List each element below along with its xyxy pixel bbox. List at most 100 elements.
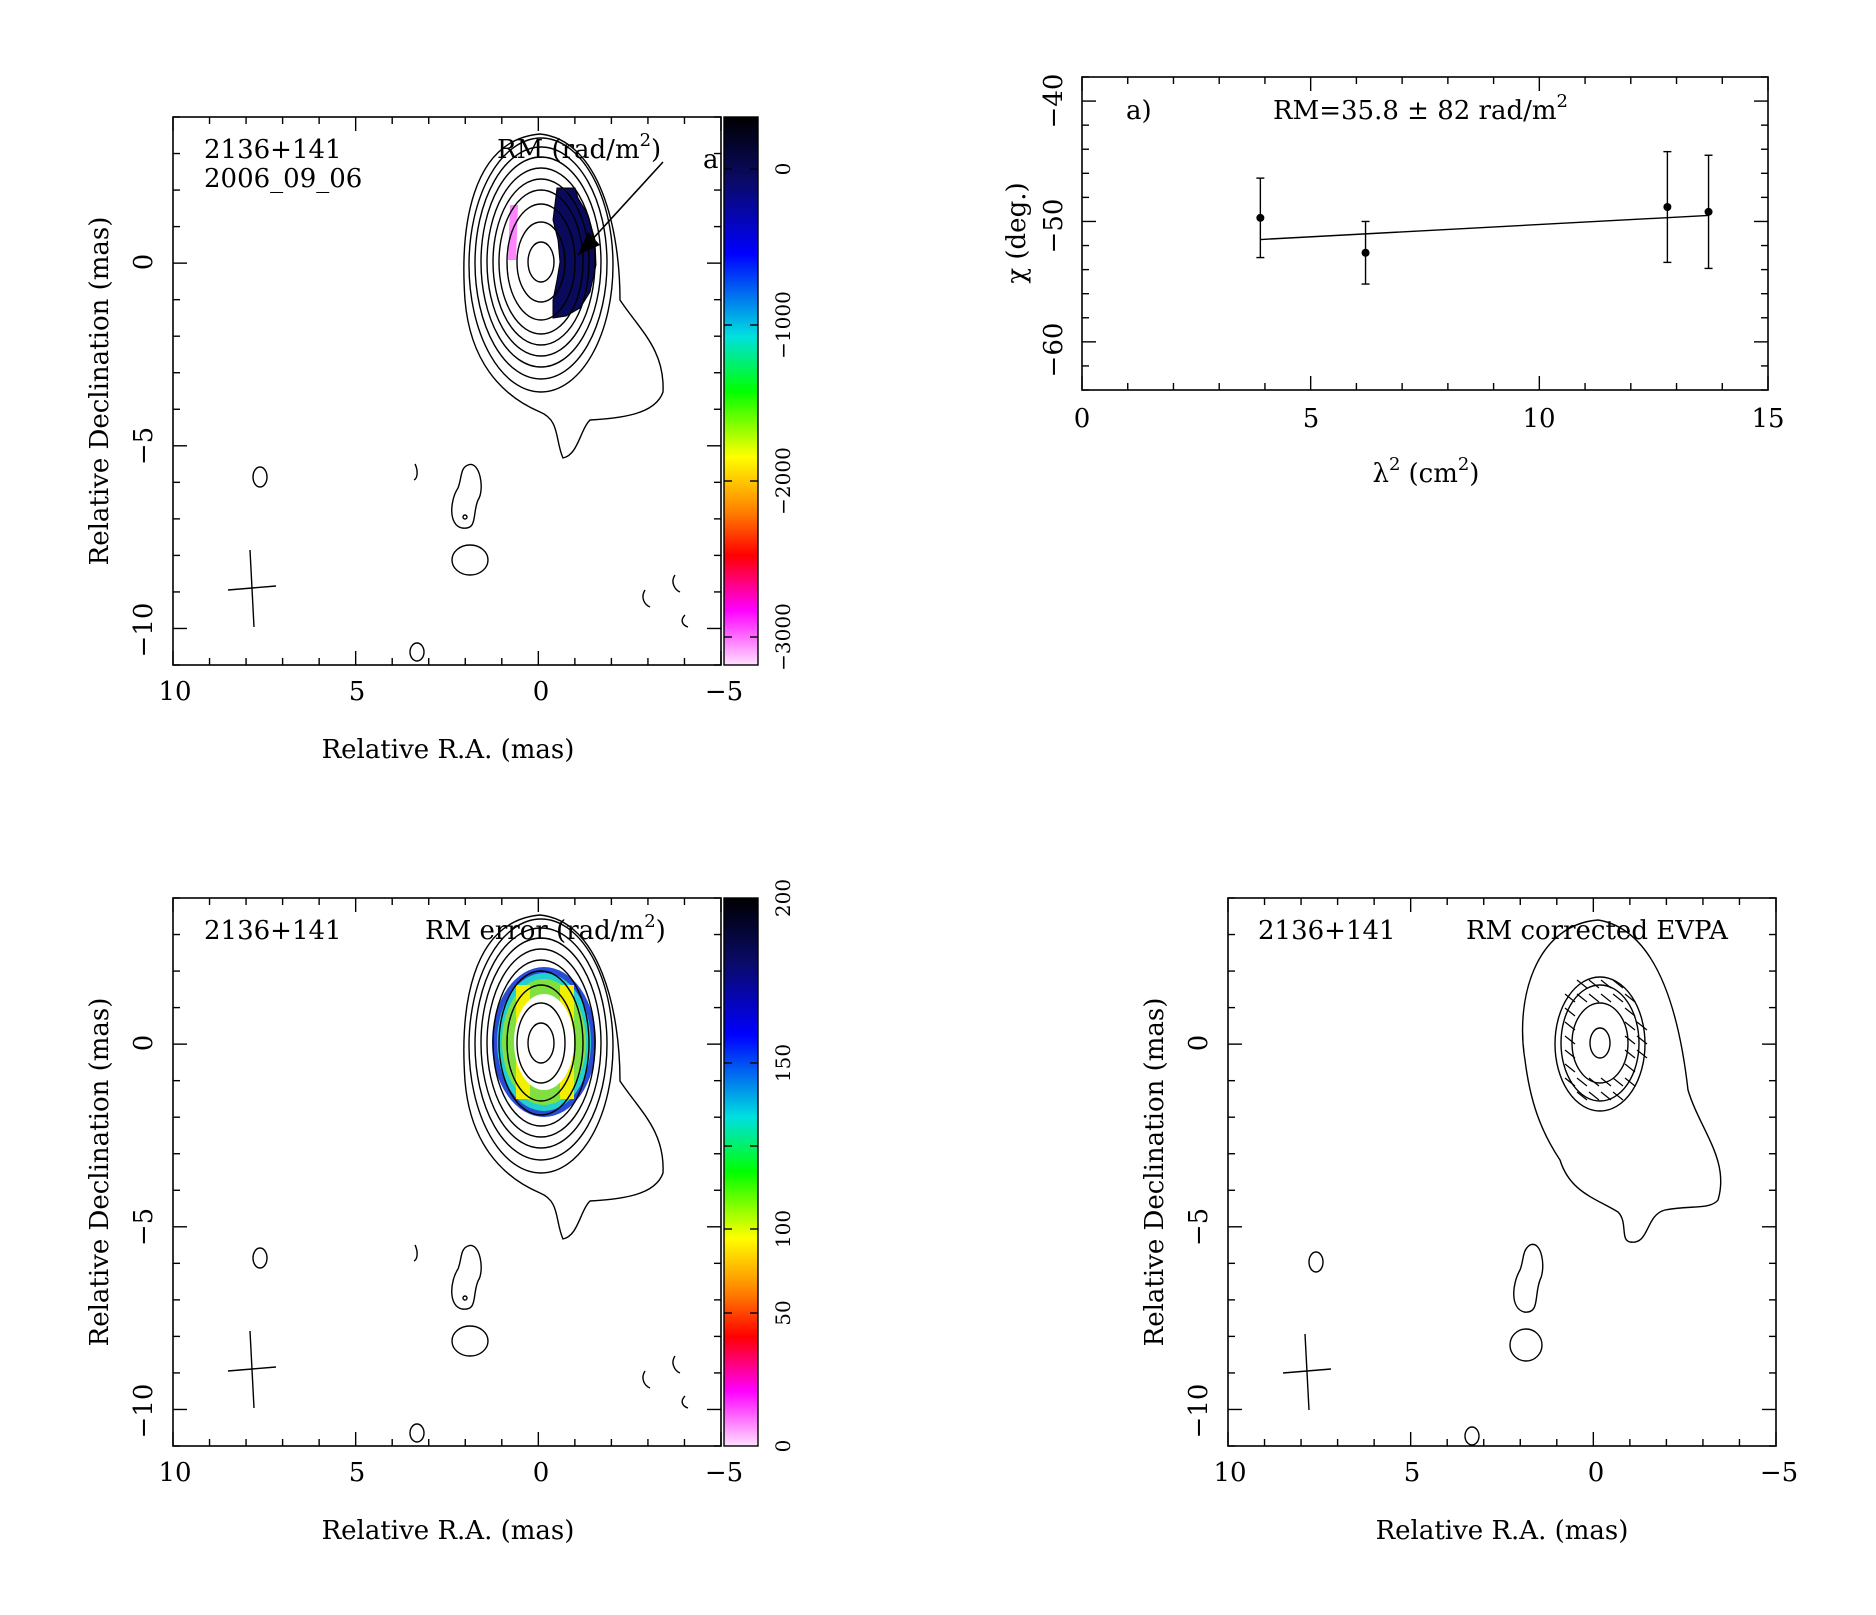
- evpa-vector: [1576, 1077, 1588, 1087]
- evpa-vector: [1600, 993, 1612, 1003]
- evpa-source: 2136+141: [1258, 916, 1396, 946]
- rm-error-beam: [227, 1330, 277, 1409]
- evpa-vector: [1564, 1007, 1576, 1017]
- evpa-vector: [1588, 1091, 1600, 1101]
- rm-fit-xlabel-text: λ: [1373, 459, 1389, 489]
- rm-map-x-tick-label: −5: [705, 677, 743, 707]
- evpa-vector: [1612, 993, 1624, 1003]
- rm-error-x-tick-label: −5: [705, 1458, 743, 1488]
- rm-fit-line: [1260, 214, 1709, 241]
- rm-map-xlabel: Relative R.A. (mas): [322, 735, 575, 765]
- evpa-beam: [1282, 1333, 1332, 1411]
- evpa-vector: [1636, 1035, 1648, 1045]
- rm-error-source: 2136+141: [204, 916, 342, 946]
- rm-error-colorbar-ticks: 200 150 100 50 0: [724, 879, 795, 1452]
- rm-map-x-tick-label: 0: [533, 677, 550, 707]
- rm-map-frame: [172, 116, 722, 666]
- rm-fit-annotation-sup: 2: [1557, 91, 1568, 112]
- rm-map-ticks: [172, 116, 722, 666]
- rm-map-panel: 0 −1000 −2000 −3000 2136+141 2006_09_06 …: [85, 116, 795, 765]
- rm-error-colorbar: [723, 897, 759, 1447]
- rm-fit-ticks: [1081, 76, 1769, 391]
- rm-error-colorbar-tick-label: 200: [771, 879, 795, 917]
- evpa-vector: [1612, 979, 1624, 989]
- rm-colorbar-tick-label: 0: [771, 163, 795, 176]
- evpa-vector: [1576, 993, 1588, 1003]
- rm-fit-xlabel: λ2 (cm2): [1373, 454, 1480, 489]
- evpa-vector: [1576, 979, 1588, 989]
- evpa-ylabel: Relative Declination (mas): [1140, 998, 1170, 1347]
- evpa-vector: [1624, 1063, 1636, 1073]
- rm-error-ticks: [172, 897, 722, 1447]
- rm-error-colorbar-tick-label: 150: [771, 1044, 795, 1082]
- rm-map-ylabel: Relative Declination (mas): [85, 217, 115, 566]
- evpa-ticks: [1227, 897, 1777, 1447]
- rm-fit-xlabel-close: ): [1469, 459, 1479, 489]
- evpa-y-tick-label: 0: [1184, 1035, 1214, 1052]
- rm-error-panel: 200 150 100 50 0 2136+141 RM error (rad/…: [85, 879, 795, 1546]
- rm-colorbar-tick-label: −2000: [771, 447, 795, 515]
- rm-fit-points: [1256, 150, 1713, 285]
- evpa-y-tick-label: −10: [1184, 1384, 1214, 1439]
- evpa-frame: [1227, 897, 1777, 1447]
- rm-map-source: 2136+141: [204, 135, 342, 165]
- rm-map-corner-label: a: [703, 145, 719, 175]
- rm-fit-annotation-text: RM=35.8 ± 82 rad/m: [1273, 96, 1557, 126]
- rm-error-x-tick-label: 5: [349, 1458, 366, 1488]
- rm-fit-x-tick-label: 5: [1303, 404, 1320, 434]
- rm-error-contours: [252, 914, 689, 1443]
- rm-error-quantity-text: RM error (rad/m: [425, 916, 644, 946]
- evpa-vector: [1564, 993, 1576, 1003]
- evpa-vector: [1564, 1077, 1576, 1087]
- rm-map-quantity-close: ): [651, 135, 661, 165]
- evpa-x-tick-label: 0: [1588, 1458, 1605, 1488]
- rm-map-quantity-sup: 2: [640, 130, 651, 151]
- evpa-x-tick-label: 10: [1213, 1458, 1246, 1488]
- data-point: [1663, 203, 1672, 212]
- data-point: [1361, 248, 1370, 257]
- rm-map-beam: [227, 549, 277, 628]
- evpa-vector: [1600, 1091, 1612, 1101]
- rm-colorbar-ticks: 0 −1000 −2000 −3000: [724, 163, 795, 671]
- data-point: [1704, 207, 1713, 216]
- rm-map-x-tick-label: 10: [158, 677, 191, 707]
- evpa-quantity: RM corrected EVPA: [1466, 916, 1729, 946]
- rm-error-colorbar-tick-label: 50: [771, 1300, 795, 1325]
- evpa-vector: [1612, 1091, 1624, 1101]
- rm-colorbar-tick-label: −1000: [771, 291, 795, 359]
- rm-map-x-tick-label: 5: [349, 677, 366, 707]
- rm-fit-y-tick-label: −60: [1039, 323, 1069, 378]
- evpa-y-tick-label: −5: [1184, 1208, 1214, 1246]
- evpa-vector: [1612, 1077, 1624, 1087]
- rm-map-data: [227, 133, 689, 662]
- evpa-vector: [1564, 1021, 1576, 1031]
- rm-fit-xlabel-unit-sup: 2: [1458, 454, 1469, 475]
- rm-error-y-tick-label: 0: [129, 1035, 159, 1052]
- evpa-vector: [1600, 979, 1612, 989]
- evpa-vector: [1624, 1007, 1636, 1017]
- evpa-x-tick-label: 5: [1404, 1458, 1421, 1488]
- rm-fit-xlabel-sup: 2: [1389, 454, 1400, 475]
- rm-fit-panel: a) RM=35.8 ± 82 rad/m2 0 5 10 15 −40 −50…: [1002, 74, 1785, 489]
- rm-fit-x-tick-label: 15: [1751, 404, 1784, 434]
- evpa-vector: [1624, 1021, 1636, 1031]
- rm-error-quantity-sup: 2: [644, 911, 655, 932]
- evpa-vector: [1588, 1077, 1600, 1087]
- rm-error-x-tick-label: 10: [158, 1458, 191, 1488]
- rm-map-y-tick-label: −10: [129, 603, 159, 658]
- evpa-vectors: [1564, 979, 1648, 1101]
- rm-map-quantity-text: RM (rad/m: [497, 135, 640, 165]
- rm-fit-x-tick-label: 0: [1074, 404, 1091, 434]
- evpa-vector: [1624, 1049, 1636, 1059]
- rm-map-y-tick-label: 0: [129, 254, 159, 271]
- evpa-x-tick-label: −5: [1760, 1458, 1798, 1488]
- rm-pink-strip: [508, 205, 518, 260]
- rm-fit-annotation: RM=35.8 ± 82 rad/m2: [1273, 91, 1568, 126]
- rm-map-contours: [252, 133, 689, 662]
- rm-error-colorbar-tick-label: 100: [771, 1210, 795, 1248]
- evpa-vector: [1588, 979, 1600, 989]
- evpa-vector: [1624, 1077, 1636, 1087]
- rm-colorbar: [723, 116, 759, 666]
- rm-error-ylabel: Relative Declination (mas): [85, 998, 115, 1347]
- rm-colorbar-tick-label: −3000: [771, 603, 795, 671]
